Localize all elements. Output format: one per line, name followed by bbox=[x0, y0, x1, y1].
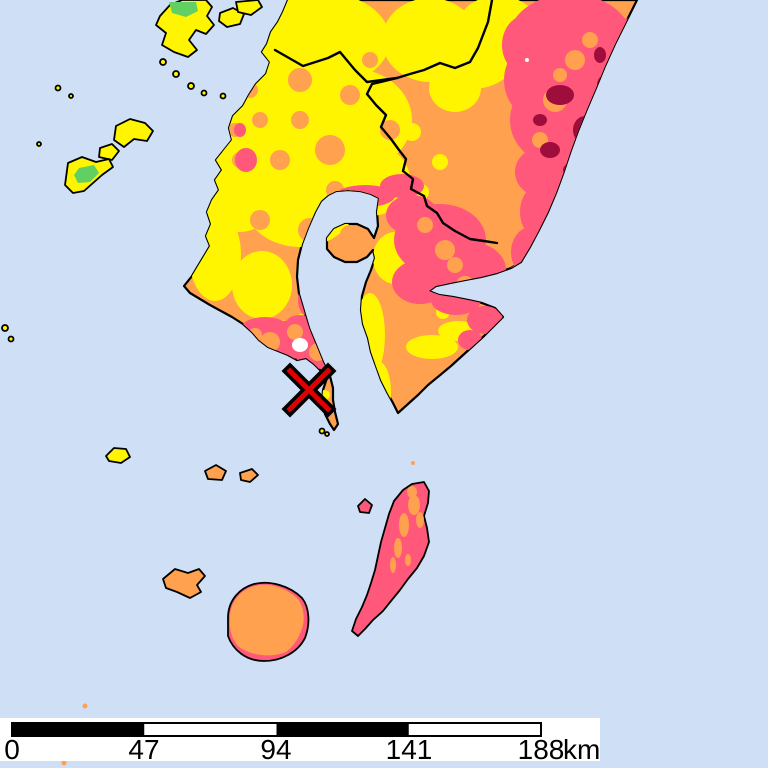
island-koshiki-middle bbox=[98, 143, 120, 161]
island-nw-large bbox=[155, 0, 215, 58]
scale-segment-3 bbox=[276, 723, 409, 736]
border-south bbox=[365, 76, 499, 245]
island-nw-small-2 bbox=[235, 0, 263, 16]
tiny-islets bbox=[1, 324, 415, 766]
island-yakushima bbox=[227, 581, 310, 662]
green-patch-koshiki bbox=[74, 165, 99, 183]
island-pink-small bbox=[357, 498, 373, 514]
islands bbox=[1, 0, 430, 766]
lake-ikeda bbox=[292, 338, 308, 352]
island-orange-small-2 bbox=[239, 468, 259, 483]
island-tanegashima bbox=[351, 481, 430, 637]
islets-nw bbox=[36, 58, 227, 147]
scale-unit-label: km bbox=[563, 734, 600, 765]
island-orange-small-1 bbox=[204, 464, 227, 481]
green-patch-nw bbox=[169, 2, 198, 17]
border-west bbox=[273, 48, 399, 84]
prefecture-borders bbox=[273, 0, 499, 245]
scale-segment-1 bbox=[12, 723, 145, 736]
island-koshiki-north bbox=[113, 118, 154, 148]
epicenter-x-marker bbox=[281, 362, 337, 418]
scale-tick-label-0: 0 bbox=[4, 734, 20, 765]
border-north bbox=[395, 0, 494, 80]
island-kuchinoerabu bbox=[162, 568, 206, 599]
white-speck bbox=[525, 58, 529, 62]
scale-tick-label-188: 188 bbox=[518, 734, 565, 765]
island-yellow-small bbox=[105, 447, 131, 464]
scale-bar: 0 47 94 141 188 km bbox=[0, 718, 600, 765]
scale-tick-label-94: 94 bbox=[260, 734, 291, 765]
scale-tick-label-47: 47 bbox=[128, 734, 159, 765]
scale-tick-label-141: 141 bbox=[386, 734, 433, 765]
